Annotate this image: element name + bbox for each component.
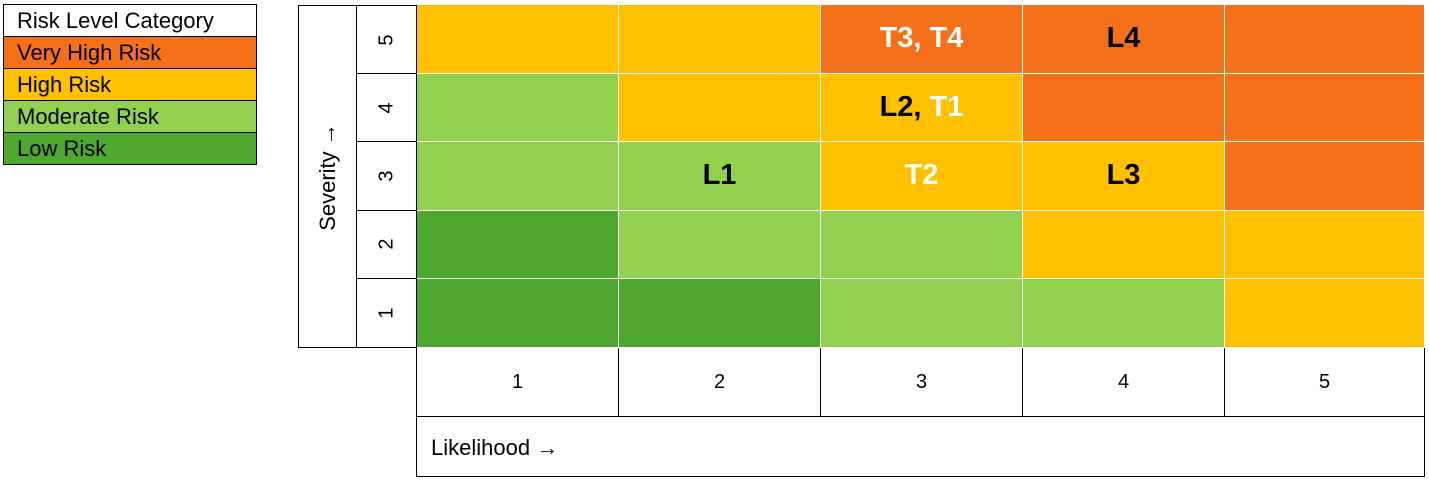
matrix-cell: [619, 210, 821, 280]
risk-legend: Risk Level Category Very High Risk High …: [3, 4, 257, 165]
matrix-cell: [1023, 210, 1225, 280]
risk-item-label: T2: [904, 159, 939, 192]
severity-axis: 5 4 3 2 1: [357, 5, 417, 348]
likelihood-tick: 2: [619, 348, 821, 416]
legend-title: Risk Level Category: [4, 5, 256, 37]
matrix-cell: T2: [821, 142, 1023, 211]
likelihood-tick: 4: [1023, 348, 1225, 416]
legend-item-low-risk: Low Risk: [4, 133, 256, 165]
risk-item-label: L4: [1106, 22, 1141, 55]
severity-axis-title: Severity →: [314, 122, 340, 231]
risk-item-label: L1: [702, 159, 737, 192]
matrix-cell: [1225, 279, 1425, 348]
legend-item-very-high-risk: Very High Risk: [4, 37, 256, 69]
likelihood-axis-title: Likelihood →: [416, 416, 1425, 477]
matrix-cell: [619, 279, 821, 348]
risk-item-label: T3, T4: [879, 22, 964, 55]
matrix-cell: [1023, 279, 1225, 348]
severity-tick-label: 2: [375, 238, 397, 250]
matrix-cell: [1023, 73, 1225, 143]
matrix-cell: [417, 279, 619, 348]
severity-tick: 1: [357, 279, 416, 347]
risk-item-label: T1: [929, 90, 964, 123]
matrix-cell: [619, 5, 821, 74]
likelihood-tick: 5: [1318, 370, 1331, 393]
matrix-cell: [1225, 5, 1425, 74]
risk-item-label: L3: [1106, 159, 1141, 192]
matrix-cell: [417, 210, 619, 280]
severity-tick-label: 5: [375, 34, 397, 46]
severity-tick-label: 1: [375, 307, 397, 319]
matrix-cell: L2, T1: [821, 73, 1023, 143]
severity-tick: 4: [357, 74, 416, 143]
matrix-cell: [417, 73, 619, 143]
likelihood-tick: 1: [417, 348, 619, 416]
matrix-cell: T3, T4: [821, 5, 1023, 74]
risk-item-label: L2,: [879, 90, 930, 123]
legend-item-high-risk: High Risk: [4, 69, 256, 101]
severity-tick-label: 4: [375, 102, 397, 114]
risk-matrix-grid: T3, T4 L4 L2, T1 L1 T2 L3: [417, 5, 1425, 348]
severity-tick: 3: [357, 142, 416, 211]
matrix-cell: [417, 5, 619, 74]
severity-tick: 5: [357, 6, 416, 75]
matrix-cell: [1225, 73, 1425, 143]
matrix-cell: [1225, 142, 1425, 211]
severity-tick: 2: [357, 211, 416, 279]
legend-item-moderate-risk: Moderate Risk: [4, 101, 256, 133]
likelihood-axis: 1 2 3 4 5: [416, 348, 1425, 417]
matrix-cell: L3: [1023, 142, 1225, 211]
matrix-cell: L4: [1023, 5, 1225, 74]
likelihood-tick: 3: [821, 348, 1023, 416]
matrix-cell: [821, 210, 1023, 280]
severity-axis-title-box: Severity →: [298, 5, 357, 348]
matrix-cell: [821, 279, 1023, 348]
matrix-cell: L1: [619, 142, 821, 211]
matrix-cell: [417, 142, 619, 211]
matrix-cell: [1225, 210, 1425, 280]
severity-tick-label: 3: [375, 170, 397, 182]
matrix-cell: [619, 73, 821, 143]
